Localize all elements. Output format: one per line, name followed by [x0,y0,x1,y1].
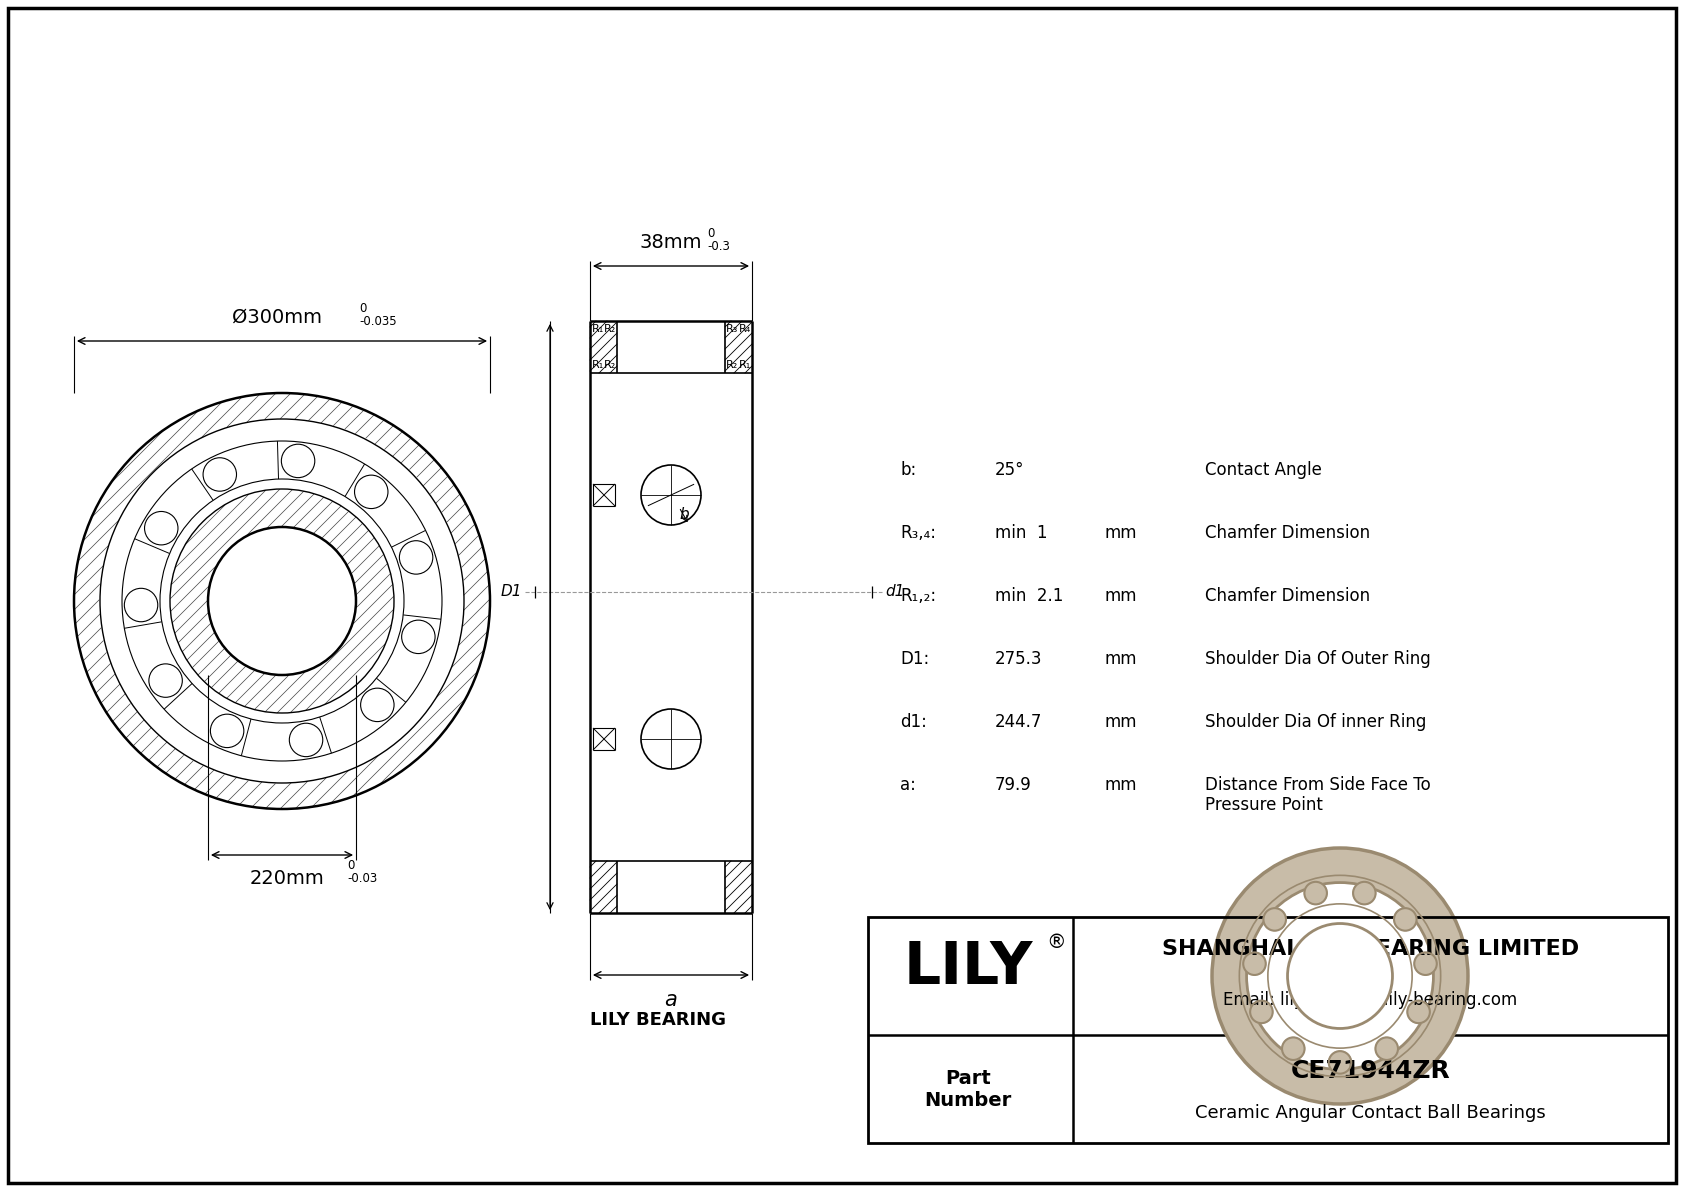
Text: 275.3: 275.3 [995,650,1042,668]
Text: mm: mm [1105,713,1137,731]
Text: D1:: D1: [899,650,930,668]
Circle shape [1329,1052,1351,1073]
Text: Shoulder Dia Of inner Ring: Shoulder Dia Of inner Ring [1206,713,1426,731]
Text: LILY: LILY [903,940,1032,997]
Text: ®: ® [1046,933,1066,952]
Text: b: b [679,507,689,522]
Text: mm: mm [1105,524,1137,542]
Text: min  1: min 1 [995,524,1047,542]
Text: R₂: R₂ [605,360,616,370]
Text: R₂: R₂ [726,360,738,370]
Text: Email: lilybearing@lily-bearing.com: Email: lilybearing@lily-bearing.com [1223,991,1517,1009]
Circle shape [1352,881,1376,904]
Text: Ceramic Angular Contact Ball Bearings: Ceramic Angular Contact Ball Bearings [1196,1104,1546,1122]
Text: -0.035: -0.035 [359,314,397,328]
Circle shape [1394,909,1416,930]
Text: Shoulder Dia Of Outer Ring: Shoulder Dia Of Outer Ring [1206,650,1431,668]
Text: Ø300mm: Ø300mm [232,308,322,328]
Text: a:: a: [899,777,916,794]
Text: 0: 0 [347,859,354,872]
Text: 0: 0 [707,227,714,241]
Circle shape [1243,953,1266,975]
Circle shape [1408,1000,1430,1023]
Text: d1: d1 [886,585,904,599]
Text: 220mm: 220mm [249,869,325,888]
Text: D1: D1 [500,585,522,599]
Circle shape [1263,909,1287,930]
Text: R₁: R₁ [739,360,751,370]
Text: -0.03: -0.03 [347,872,377,885]
Circle shape [1246,883,1433,1070]
Bar [867,917,1667,1143]
Text: min  2.1: min 2.1 [995,587,1063,605]
Circle shape [1282,1037,1305,1060]
Text: R₁: R₁ [593,360,605,370]
Text: R₃: R₃ [726,324,738,333]
Text: R₄: R₄ [739,324,751,333]
Circle shape [1415,953,1436,975]
Text: 0: 0 [359,303,367,314]
Text: R₂: R₂ [605,324,616,333]
Text: b:: b: [899,461,916,479]
Text: R₁,₂:: R₁,₂: [899,587,936,605]
Text: LILY BEARING: LILY BEARING [589,1011,726,1029]
Text: mm: mm [1105,777,1137,794]
Text: mm: mm [1105,587,1137,605]
Circle shape [1212,848,1468,1104]
Circle shape [1305,881,1327,904]
Circle shape [1376,1037,1398,1060]
Text: d1:: d1: [899,713,926,731]
Circle shape [1250,1000,1273,1023]
Text: CE71944ZR: CE71944ZR [1290,1059,1450,1083]
Text: a: a [665,990,677,1010]
Text: 244.7: 244.7 [995,713,1042,731]
Text: Chamfer Dimension: Chamfer Dimension [1206,524,1371,542]
Text: R₃,₄:: R₃,₄: [899,524,936,542]
Text: -0.3: -0.3 [707,241,729,252]
Text: Contact Angle: Contact Angle [1206,461,1322,479]
Text: mm: mm [1105,650,1137,668]
Text: Part
Number: Part Number [925,1068,1012,1110]
Text: Pressure Point: Pressure Point [1206,796,1324,813]
Circle shape [1288,923,1393,1029]
Text: 79.9: 79.9 [995,777,1032,794]
Text: R₁: R₁ [593,324,605,333]
Text: Distance From Side Face To: Distance From Side Face To [1206,777,1431,794]
Text: Chamfer Dimension: Chamfer Dimension [1206,587,1371,605]
Text: 25°: 25° [995,461,1024,479]
Text: 38mm: 38mm [640,233,702,252]
Text: SHANGHAI LILY BEARING LIMITED: SHANGHAI LILY BEARING LIMITED [1162,939,1580,959]
